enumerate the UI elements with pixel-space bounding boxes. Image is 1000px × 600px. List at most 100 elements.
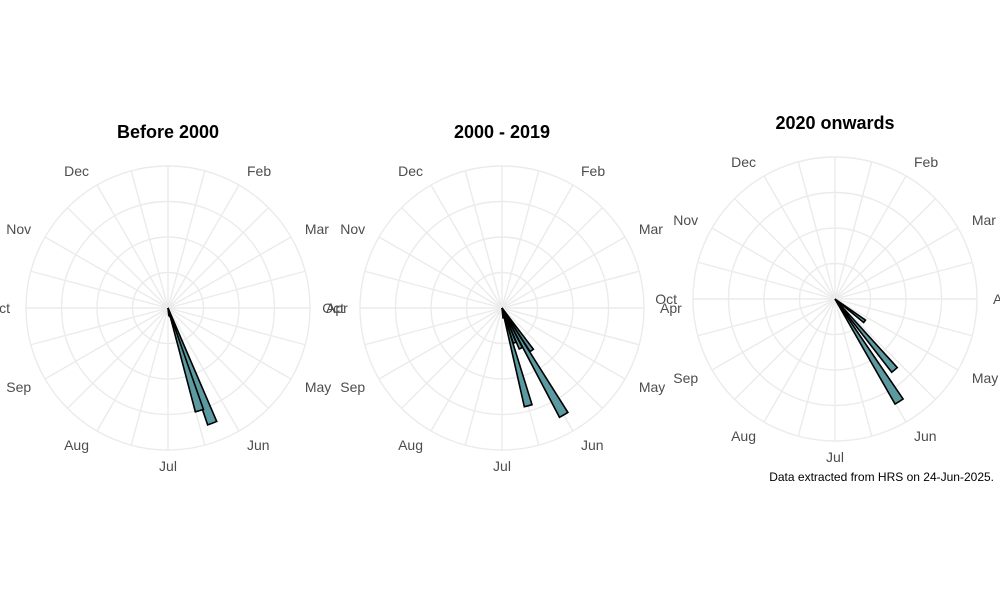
grid-spoke — [797, 298, 836, 437]
grid-spoke — [96, 307, 169, 432]
grid-spoke — [763, 298, 836, 423]
polar-bar-3 — [501, 307, 524, 351]
grid-spoke — [167, 184, 240, 309]
polar-bar-2 — [167, 307, 205, 413]
polar-bar-5 — [501, 307, 534, 408]
grid-spoke — [464, 170, 503, 309]
polar-panel-before-2000: Before 2000 Dec Feb Mar Apr May Jun Jul Aug Sep Oc… — [0, 122, 348, 474]
polar-panel-2000-2019: 2000 - 2019 Dec Feb Mar Apr May Jun Jul Aug Sep Oc… — [322, 122, 682, 474]
polar-panel-2020-onwards: 2020 onwards Dec Feb Mar Apr May Jun Jul Aug Sep O… — [655, 113, 1000, 465]
grid-spoke — [797, 161, 836, 300]
grid-spoke — [763, 175, 836, 300]
grid-spoke — [167, 270, 306, 309]
grid-spoke — [501, 236, 626, 309]
month-label-apr: Apr — [993, 291, 1000, 307]
month-label-mar: Mar — [305, 221, 329, 237]
grid-spoke — [501, 307, 626, 380]
grid-spoke — [834, 298, 973, 337]
grid-spoke — [364, 307, 503, 346]
grid-spoke — [501, 207, 603, 309]
polar-bar-3 — [834, 298, 905, 406]
month-label-feb: Feb — [247, 163, 271, 179]
polar-bar-2 — [834, 298, 899, 374]
data-source-caption: Data extracted from HRS on 24-Jun-2025. — [769, 470, 994, 484]
month-label-feb: Feb — [914, 154, 938, 170]
grid-spoke — [834, 261, 973, 300]
grid-spoke — [711, 227, 836, 300]
grid-spoke — [30, 307, 169, 346]
grid-spoke — [834, 161, 873, 300]
grid-spoke — [67, 307, 169, 409]
month-label-dec: Dec — [64, 163, 89, 179]
grid-spoke — [697, 298, 836, 337]
grid-spoke — [167, 170, 206, 309]
grid-spoke — [167, 307, 306, 346]
polar-bar-1 — [834, 298, 867, 324]
grid-spoke — [834, 298, 959, 371]
month-label-jul: Jul — [826, 449, 844, 465]
grid-spoke — [734, 298, 836, 400]
grid-spoke — [464, 307, 503, 446]
grid-spoke — [44, 307, 169, 380]
month-label-sep: Sep — [673, 370, 698, 386]
month-label-aug: Aug — [64, 437, 89, 453]
grid-spoke — [167, 207, 269, 309]
grid-spoke — [501, 307, 603, 409]
month-label-dec: Dec — [731, 154, 756, 170]
month-label-nov: Nov — [6, 221, 31, 237]
panel-title: 2020 onwards — [775, 113, 894, 133]
month-label-mar: Mar — [639, 221, 663, 237]
month-label-jul: Jul — [493, 458, 511, 474]
panel-title: Before 2000 — [117, 122, 219, 142]
grid-spoke — [378, 307, 503, 380]
grid-spoke — [430, 307, 503, 432]
polar-bar-6 — [501, 307, 505, 319]
month-label-may: May — [305, 379, 331, 395]
grid-spoke — [501, 270, 640, 309]
grid-spoke — [167, 307, 269, 409]
grid-spoke — [130, 170, 169, 309]
month-label-apr: Apr — [326, 300, 348, 316]
month-label-oct: Oct — [322, 300, 344, 316]
month-label-jul: Jul — [159, 458, 177, 474]
month-label-nov: Nov — [673, 212, 698, 228]
grid-spoke — [401, 307, 503, 409]
month-label-apr: Apr — [660, 300, 682, 316]
grid-spoke — [734, 198, 836, 300]
panel-title: 2000 - 2019 — [454, 122, 550, 142]
month-label-feb: Feb — [581, 163, 605, 179]
grid-spoke — [834, 227, 959, 300]
grid-spoke — [501, 184, 574, 309]
month-label-aug: Aug — [731, 428, 756, 444]
grid-spoke — [501, 170, 540, 309]
polar-bar-2 — [501, 307, 569, 419]
month-label-jun: Jun — [247, 437, 270, 453]
grid-spoke — [167, 236, 292, 309]
month-label-sep: Sep — [340, 379, 365, 395]
grid-spoke — [130, 307, 169, 446]
grid-spoke — [834, 175, 907, 300]
grid-spoke — [167, 307, 240, 432]
month-label-aug: Aug — [398, 437, 423, 453]
polar-bar-1 — [167, 307, 218, 426]
month-label-may: May — [639, 379, 665, 395]
grid-spoke — [834, 198, 936, 300]
polar-bar-4 — [167, 307, 171, 317]
grid-spoke — [401, 207, 503, 309]
grid-spoke — [67, 207, 169, 309]
month-label-oct: Oct — [655, 291, 677, 307]
month-label-jun: Jun — [914, 428, 937, 444]
month-label-mar: Mar — [972, 212, 996, 228]
grid-spoke — [364, 270, 503, 309]
month-label-jun: Jun — [581, 437, 604, 453]
month-label-oct: Oct — [0, 300, 10, 316]
grid-spoke — [834, 298, 936, 400]
month-label-nov: Nov — [340, 221, 365, 237]
grid-spoke — [378, 236, 503, 309]
grid-spoke — [430, 184, 503, 309]
grid-spoke — [96, 184, 169, 309]
grid-spoke — [501, 307, 640, 346]
grid-spoke — [711, 298, 836, 371]
month-label-may: May — [972, 370, 998, 386]
